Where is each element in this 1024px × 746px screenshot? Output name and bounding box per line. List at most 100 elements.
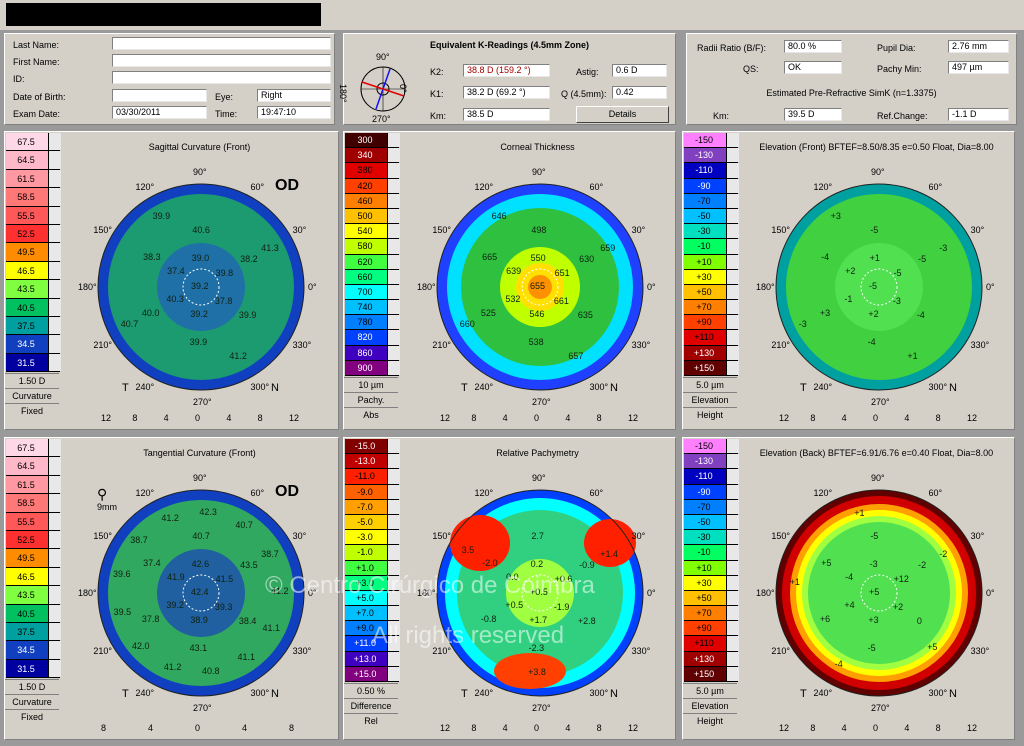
corneal-map[interactable] [5, 438, 305, 698]
corneal-map[interactable] [5, 132, 305, 392]
angle-label: 60° [250, 488, 265, 499]
mm-axis-tick: 4 [841, 723, 847, 733]
scale-value: 420 [357, 180, 373, 191]
scale-value: 40.5 [17, 302, 35, 313]
corneal-map[interactable] [344, 438, 644, 698]
scale-value: +10 [696, 256, 712, 267]
angle-label: 210° [93, 339, 113, 350]
nasal-label: N [610, 688, 618, 700]
map-value: 42.4 [191, 587, 209, 597]
map-value: 38.7 [130, 534, 148, 545]
map-panel-corneal-thickness[interactable]: 300 340 380 420 460 500 540 580 620 660 700 740 780 8… [343, 131, 676, 430]
angle-label: 240° [474, 687, 494, 698]
map-value: +1 [854, 508, 865, 519]
map-title: Tangential Curvature (Front) [143, 448, 256, 458]
angle-label: 150° [93, 530, 113, 541]
map-value: 43.1 [189, 642, 208, 653]
scale-value: 64.5 [17, 461, 35, 472]
map-value: +0.5 [505, 600, 524, 611]
magnifier-icon[interactable]: ⚲ [97, 486, 108, 502]
mm-axis-tick: 0 [195, 723, 201, 733]
scale-mode[interactable]: Height [683, 407, 737, 422]
scale-mode[interactable]: Abs [344, 407, 398, 422]
map-panel-tangential[interactable]: 67.5 64.5 61.5 58.5 55.5 52.5 49.5 46.5 43.5 40.5… [4, 437, 339, 740]
scale-swatch: 67.5 [6, 439, 61, 458]
map-value: +5 [869, 587, 880, 597]
scale-track [48, 586, 61, 604]
last-name-field[interactable] [112, 37, 331, 50]
map-value: 42.6 [191, 559, 210, 569]
mm-axis-tick: 4 [904, 413, 910, 423]
scale-swatch: 64.5 [6, 457, 61, 476]
map-panel-sagittal[interactable]: 67.5 64.5 61.5 58.5 55.5 52.5 49.5 46.5 43.5 40.5… [4, 131, 339, 430]
eye-field[interactable]: Right [257, 89, 331, 102]
scale-track [48, 439, 61, 457]
scale-mode[interactable]: Fixed [5, 709, 59, 724]
mm-axis-tick: 4 [565, 413, 571, 423]
mm-axis-tick: 8 [810, 413, 816, 423]
map-value: 42.3 [199, 507, 217, 518]
color-scale[interactable]: -150 -130 -110 -90 -70 -50 -30 -10 +10 +30 +50 +70 +… [684, 133, 739, 376]
exam-date-field[interactable]: 03/30/2011 [112, 106, 207, 119]
map-value: +3 [819, 307, 831, 318]
k2-field: 38.8 D (159.2 °) [463, 64, 550, 77]
scale-value: 67.5 [17, 443, 35, 453]
corneal-map[interactable] [683, 438, 983, 698]
details-button[interactable]: Details [576, 106, 669, 123]
angle-label: 90° [871, 167, 885, 177]
scale-mode[interactable]: Height [683, 713, 737, 728]
id-field[interactable] [112, 71, 331, 84]
scale-swatch: 40.5 [6, 298, 61, 317]
scale-track [726, 514, 739, 530]
map-value: 39.9 [152, 210, 171, 221]
dob-field[interactable] [112, 89, 207, 102]
scale-value: +10 [696, 562, 712, 573]
scale-track [387, 360, 400, 375]
color-scale[interactable]: 67.5 64.5 61.5 58.5 55.5 52.5 49.5 46.5 43.5 40.5… [6, 133, 61, 373]
color-scale[interactable]: -150 -130 -110 -90 -70 -50 -30 -10 +10 +30 +50 +70 +… [684, 439, 739, 682]
scale-swatch: 58.5 [6, 494, 61, 513]
mm-axis-tick: 12 [101, 413, 112, 423]
scale-swatch: 780 [345, 315, 400, 331]
scale-mode[interactable]: Rel [344, 713, 398, 728]
scale-swatch: -110 [684, 469, 739, 485]
ref-change-label: Ref.Change: [877, 111, 928, 121]
scale-value: +70 [696, 302, 712, 313]
map-value: 651 [554, 267, 570, 278]
scale-value: -70 [697, 195, 711, 206]
scale-swatch: -11.0 [345, 469, 400, 485]
scale-value: +50 [696, 286, 712, 297]
scale-value: -5.0 [357, 516, 373, 527]
mm-axis-tick: 8 [132, 413, 138, 423]
scale-value: -1.0 [357, 547, 373, 558]
corneal-map[interactable] [683, 132, 983, 392]
map-value: 39.3 [214, 601, 233, 612]
scale-swatch: 61.5 [6, 475, 61, 495]
scale-track [387, 315, 400, 330]
scale-swatch: -50 [684, 514, 739, 531]
map-panel-relative-pachymetry[interactable]: -15.0 -13.0 -11.0 -9.0 -7.0 -5.0 -3.0 -1.0 +1.0 +… [343, 437, 676, 740]
angle-label: 30° [292, 224, 307, 235]
map-panel-elevation-back[interactable]: -150 -130 -110 -90 -70 -50 -30 -10 +10 +30 +50 +70 +… [682, 437, 1015, 740]
map-value: +2.8 [577, 616, 596, 627]
map-value: -2.3 [528, 642, 545, 653]
map-value: 646 [491, 210, 507, 221]
scale-swatch: 34.5 [6, 335, 61, 354]
scale-value: 900 [357, 362, 373, 373]
scale-swatch: +50 [684, 284, 739, 301]
scale-value: 820 [357, 332, 373, 343]
corneal-map[interactable] [344, 132, 644, 392]
scale-track [387, 224, 400, 239]
color-scale[interactable]: 67.5 64.5 61.5 58.5 55.5 52.5 49.5 46.5 43.5 40.5… [6, 439, 61, 679]
scale-mode[interactable]: Fixed [5, 403, 59, 418]
scale-swatch: 300 [345, 133, 400, 149]
mm-axis-tick: 4 [226, 413, 232, 423]
mm-axis-tick: 12 [779, 413, 790, 423]
angle-label: 300° [928, 381, 948, 392]
color-scale[interactable]: 300 340 380 420 460 500 540 580 620 660 700 740 780 8… [345, 133, 400, 376]
scale-swatch: 55.5 [6, 512, 61, 531]
color-scale[interactable]: -15.0 -13.0 -11.0 -9.0 -7.0 -5.0 -3.0 -1.0 +1.0 +… [345, 439, 400, 682]
first-name-field[interactable] [112, 54, 331, 67]
time-field[interactable]: 19:47:10 [257, 106, 331, 119]
map-panel-elevation-front[interactable]: -150 -130 -110 -90 -70 -50 -30 -10 +10 +30 +50 +70 +… [682, 131, 1015, 430]
